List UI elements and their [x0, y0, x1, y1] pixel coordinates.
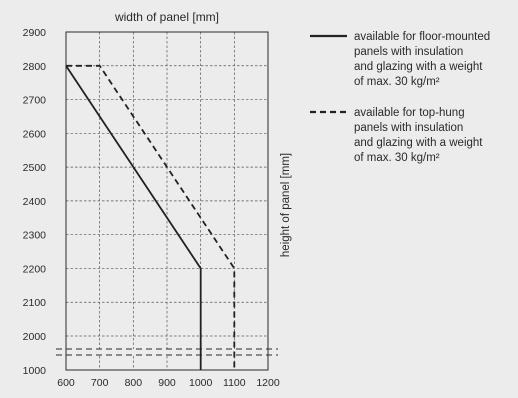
- series-lines: [65, 64, 236, 370]
- x-tick-label: 900: [158, 377, 176, 389]
- legend-text-line: available for floor-mounted: [354, 31, 490, 43]
- legend: available for floor-mounted panels with i…: [310, 31, 490, 164]
- legend-text-line: panels with insulation: [354, 46, 463, 58]
- y-tick-label: 1000: [23, 365, 47, 377]
- x-tick-label: 1100: [223, 377, 246, 389]
- axis-break: [56, 348, 278, 356]
- series-line-floor-mounted: [65, 65, 202, 370]
- x-axis-title: width of panel [mm]: [114, 10, 219, 24]
- plot-frame: [65, 31, 269, 371]
- axis-break-band: [56, 349, 278, 355]
- y-tick-label: 2600: [23, 128, 47, 140]
- legend-text-line: panels with insulation: [354, 122, 463, 134]
- y-axis-title: height of panel [mm]: [280, 153, 292, 257]
- y-tick-label: 2100: [23, 297, 47, 309]
- legend-text-line: and glazing with a weight: [354, 137, 483, 149]
- tick-labels: 600 700 800 900 1000 1100 1200 1000 2000 2100 2200…: [23, 27, 280, 389]
- y-tick-label: 2900: [23, 27, 47, 39]
- x-tick-label: 600: [57, 377, 75, 389]
- legend-text-line: of max. 30 kg/m²: [354, 76, 440, 88]
- x-tick-label: 1200: [256, 377, 280, 389]
- legend-text-line: of max. 30 kg/m²: [354, 152, 440, 164]
- y-tick-label: 2300: [23, 230, 47, 242]
- y-tick-label: 2000: [23, 331, 47, 343]
- y-tick-label: 2500: [23, 162, 47, 174]
- x-tick-label: 1000: [189, 377, 213, 389]
- y-tick-label: 2400: [23, 196, 47, 208]
- series-line-top-hung: [66, 64, 236, 370]
- x-tick-label: 700: [91, 377, 109, 389]
- legend-text-line: available for top-hung: [354, 107, 465, 119]
- legend-text-line: and glazing with a weight: [354, 61, 483, 73]
- grid-lines: [66, 32, 268, 370]
- x-tick-label: 800: [125, 377, 143, 389]
- y-tick-label: 2700: [23, 95, 47, 107]
- y-tick-label: 2200: [23, 263, 47, 275]
- y-tick-label: 2800: [23, 61, 47, 73]
